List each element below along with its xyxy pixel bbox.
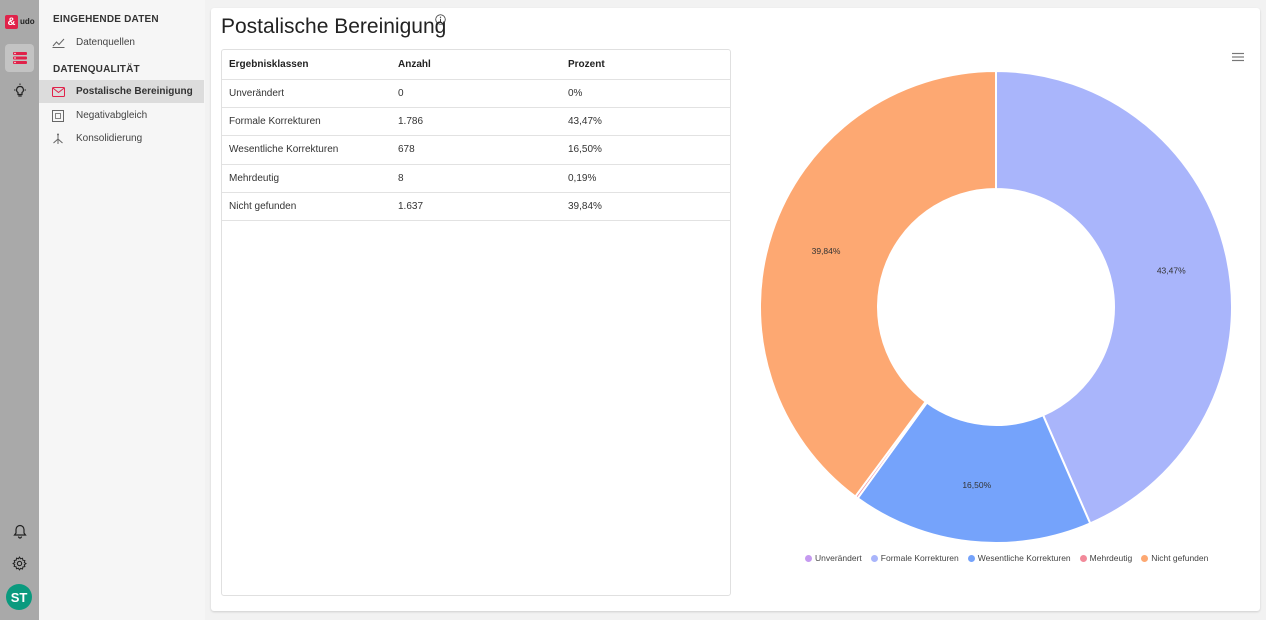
envelope-icon	[51, 85, 65, 99]
table-cell: Mehrdeutig	[222, 164, 391, 194]
donut-slice[interactable]	[856, 401, 1092, 543]
table-header-row: Ergebnisklassen Anzahl Prozent	[222, 50, 730, 80]
gear-icon	[12, 555, 27, 571]
nav-item-label: Konsolidierung	[76, 133, 143, 144]
legend-label: Wesentliche Korrekturen	[977, 553, 1071, 563]
settings-button[interactable]	[5, 549, 34, 577]
user-avatar[interactable]: ST	[6, 584, 32, 610]
database-icon	[12, 52, 27, 64]
table-cell: Formale Korrekturen	[222, 107, 391, 137]
logo-mark: &	[5, 15, 18, 29]
table-row: Mehrdeutig 8 0,19%	[222, 164, 730, 194]
column-header[interactable]: Ergebnisklassen	[222, 50, 391, 80]
table-cell: Wesentliche Korrekturen	[222, 135, 391, 165]
legend-marker	[967, 554, 975, 562]
legend-marker	[805, 554, 812, 562]
table-cell: 8	[391, 164, 561, 194]
page-title: Postalische Bereinigung	[221, 15, 447, 38]
results-table-container: Ergebnisklassen Anzahl Prozent Unverände…	[221, 49, 731, 596]
table-cell: 1.637	[391, 192, 561, 222]
nav-item-datenquellen[interactable]: Datenquellen	[39, 31, 204, 54]
grid-icon	[51, 109, 65, 123]
lightbulb-icon	[13, 83, 26, 97]
table-cell: 678	[391, 135, 561, 165]
legend-label: Unverändert	[815, 553, 862, 563]
nav-section-incoming-data: EINGEHENDE DATEN	[53, 14, 159, 25]
results-table: Ergebnisklassen Anzahl Prozent Unverände…	[222, 50, 730, 222]
table-cell: 0,19%	[561, 164, 730, 194]
donut-slice[interactable]	[995, 69, 1233, 525]
bell-icon	[12, 524, 27, 539]
logo-text: udo	[20, 17, 35, 26]
legend-marker	[1079, 554, 1087, 562]
table-cell: 16,50%	[561, 135, 730, 165]
table-cell: Nicht gefunden	[222, 192, 391, 222]
nav-section-data-quality: DATENQUALITÄT	[53, 64, 140, 75]
icon-rail: & udo ST	[0, 0, 39, 620]
slice-data-label: 43,47%	[1157, 266, 1186, 276]
legend-label: Mehrdeutig	[1089, 553, 1133, 563]
legend-item[interactable]: Formale Korrekturen	[870, 553, 959, 563]
column-header[interactable]: Anzahl	[391, 50, 561, 80]
legend-label: Nicht gefunden	[1151, 553, 1209, 563]
nav-item-label: Datenquellen	[76, 37, 135, 48]
app-logo[interactable]: & udo	[5, 15, 35, 31]
table-cell: Unverändert	[222, 79, 391, 108]
slice-data-label: 39,84%	[812, 246, 841, 256]
column-header[interactable]: Prozent	[561, 50, 730, 80]
donut-slice[interactable]	[759, 69, 997, 498]
legend-item[interactable]: Mehrdeutig	[1079, 553, 1133, 563]
nav-item-postalische-bereinigung[interactable]: Postalische Bereinigung	[39, 80, 204, 103]
slice-data-label: 16,50%	[962, 480, 991, 490]
rail-insights-button[interactable]	[5, 77, 34, 105]
nav-item-label: Negativabgleich	[76, 110, 148, 121]
legend-item[interactable]: Nicht gefunden	[1141, 553, 1208, 563]
notifications-button[interactable]	[5, 517, 34, 545]
legend-marker	[870, 554, 878, 562]
chart-menu-icon[interactable]	[1232, 52, 1244, 62]
merge-icon	[51, 132, 65, 146]
nav-item-label: Postalische Bereinigung	[76, 86, 193, 97]
table-cell: 1.786	[391, 107, 561, 137]
nav-item-negativabgleich[interactable]: Negativabgleich	[39, 104, 204, 127]
chart-legend: Unverändert Formale Korrekturen Wesentlich…	[805, 553, 1208, 563]
table-cell: 43,47%	[561, 107, 730, 137]
table-cell: 39,84%	[561, 192, 730, 222]
legend-marker	[1141, 554, 1149, 562]
legend-label: Formale Korrekturen	[880, 553, 959, 563]
legend-item[interactable]: Unverändert	[805, 553, 862, 563]
legend-item[interactable]: Wesentliche Korrekturen	[967, 553, 1071, 563]
table-cell: 0	[391, 79, 561, 108]
secondary-nav: EINGEHENDE DATEN Datenquellen DATENQUALI…	[39, 0, 205, 620]
donut-chart: 43,47% 16,50% 39,84%	[759, 69, 1233, 543]
nav-item-konsolidierung[interactable]: Konsolidierung	[39, 127, 204, 150]
table-row: Formale Korrekturen 1.786 43,47%	[222, 107, 730, 137]
table-row: Nicht gefunden 1.637 39,84%	[222, 192, 730, 222]
table-row: Unverändert 0 0%	[222, 79, 730, 108]
table-cell: 0%	[561, 79, 730, 108]
chart-line-icon	[51, 36, 65, 50]
rail-data-button[interactable]	[5, 44, 34, 72]
main-card: Postalische Bereinigung Ergebnisklassen …	[211, 8, 1260, 611]
info-icon[interactable]	[435, 14, 446, 25]
table-row: Wesentliche Korrekturen 678 16,50%	[222, 135, 730, 165]
